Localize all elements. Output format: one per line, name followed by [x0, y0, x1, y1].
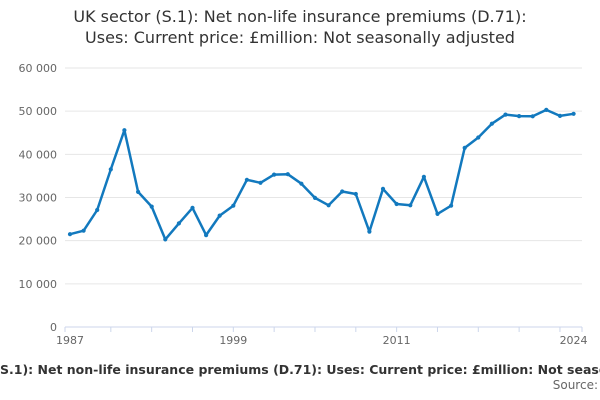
data-point-marker [435, 211, 440, 216]
chart-title: UK sector (S.1): Net non-life insurance … [0, 6, 600, 48]
y-axis-tick-label: 50 000 [19, 105, 58, 118]
data-point-marker [530, 114, 535, 119]
x-axis-tick-label: 1987 [56, 334, 84, 347]
x-axis-tick-label: 2024 [560, 334, 588, 347]
data-point-marker [489, 121, 494, 126]
axes [64, 326, 583, 332]
data-point-marker [557, 113, 563, 118]
data-point-marker [231, 203, 236, 208]
data-point-marker [285, 172, 290, 177]
x-axis-tick-label: 1999 [219, 334, 247, 347]
data-point-marker [95, 207, 100, 213]
data-point-marker [312, 195, 318, 200]
data-point-marker [326, 203, 331, 208]
data-point-marker [122, 128, 127, 133]
data-series [67, 107, 576, 242]
data-point-marker [476, 135, 481, 140]
data-point-marker [394, 201, 399, 207]
data-point-marker [163, 237, 168, 242]
footer-series-caption: S.1): Net non-life insurance premiums (D… [0, 362, 600, 377]
data-point-marker [108, 167, 113, 172]
data-point-marker [517, 114, 522, 119]
data-point-marker [571, 111, 576, 116]
gridlines [65, 67, 582, 285]
data-point-marker [449, 203, 454, 208]
data-point-marker [340, 189, 345, 194]
data-point-marker [421, 174, 426, 179]
chart-title-line1: UK sector (S.1): Net non-life insurance … [73, 7, 527, 26]
y-axis-tick-label: 10 000 [19, 278, 58, 291]
data-point-marker [244, 177, 249, 182]
series-line [68, 108, 575, 241]
data-point-marker [272, 172, 277, 177]
chart-title-line2: Uses: Current price: £million: Not seaso… [85, 28, 515, 47]
data-point-marker [353, 191, 358, 197]
y-axis-tick-label: 20 000 [19, 235, 58, 248]
data-point-marker [136, 189, 141, 194]
source-label: Source: [552, 378, 598, 392]
y-axis-tick-label: 60 000 [19, 62, 58, 75]
data-point-marker [67, 232, 73, 237]
data-point-marker [81, 228, 86, 233]
y-axis-tick-label: 40 000 [19, 148, 58, 161]
x-axis-tick-label: 2011 [383, 334, 411, 347]
data-point-marker [217, 213, 222, 218]
y-axis-tick-label: 30 000 [19, 192, 58, 205]
data-point-marker [204, 233, 209, 238]
data-point-marker [367, 229, 372, 234]
data-point-marker [503, 112, 508, 117]
data-point-marker [176, 221, 181, 226]
data-point-marker [258, 180, 263, 185]
data-point-marker [408, 203, 413, 208]
data-point-marker [544, 107, 549, 112]
data-point-marker [462, 145, 467, 150]
data-point-marker [149, 204, 154, 209]
y-axis-tick-label: 0 [50, 321, 57, 334]
data-point-marker [190, 205, 195, 210]
axis-labels: 0 10 000 20 000 30 000 40 000 50 000 60 000 198… [19, 62, 588, 347]
data-point-marker [299, 181, 304, 186]
data-point-marker [380, 186, 386, 191]
